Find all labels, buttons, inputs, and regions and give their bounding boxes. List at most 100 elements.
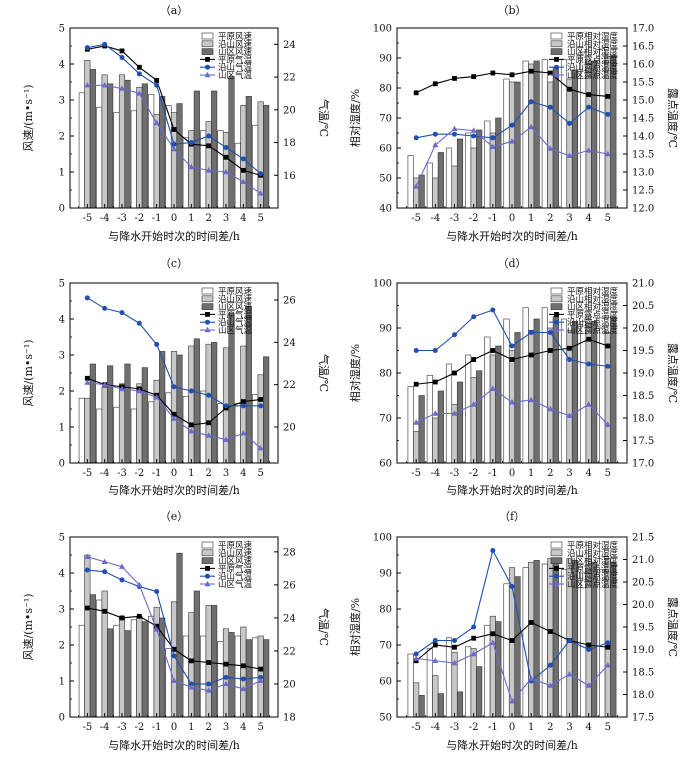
y-tick-label: 60	[379, 677, 392, 688]
line-point-2-7	[188, 388, 194, 394]
bar-2-1	[413, 682, 420, 718]
y2-axis-ticks: 17.5 18.0 18.5 19.0 19.5 20.0 20.5 21.0 21.5	[623, 533, 654, 724]
bar-3-1	[89, 363, 96, 464]
bar-1-8	[541, 59, 548, 209]
x-tick-label: 5	[257, 213, 263, 224]
y-tick-label: 90	[379, 324, 392, 335]
bar-1-5	[148, 615, 155, 718]
legend-label-6: 山区露点温度	[567, 579, 619, 590]
line-point-2-4	[136, 71, 142, 77]
y-tick-label: 60	[379, 459, 392, 470]
bar-1-10	[234, 142, 241, 209]
line-point-2-11	[605, 363, 611, 369]
y-tick-label: 1	[59, 677, 65, 688]
line-point-3-10	[240, 178, 247, 185]
bar-3-2	[437, 390, 444, 464]
bar-2-4	[470, 648, 477, 718]
y-tick-label: 4	[59, 569, 65, 580]
bar-3-9	[228, 313, 235, 464]
legend-swatch-3	[550, 48, 563, 55]
line-point-2-9	[223, 674, 229, 680]
bar-3-7	[193, 338, 200, 464]
x-tick-label: -2	[134, 468, 144, 479]
line-point-3-8	[205, 432, 212, 438]
bar-2-5	[153, 379, 160, 464]
bar-1-11	[252, 394, 259, 464]
y-tick-label: 5	[59, 24, 65, 35]
y2-tick-label: 14.5	[632, 114, 654, 125]
line-point-3-9	[223, 168, 229, 175]
legend-label-4: 平原气温	[218, 309, 253, 320]
bar-2-1	[84, 397, 91, 464]
y2-tick-label: 20	[283, 423, 296, 434]
bar-3-4	[476, 370, 483, 464]
y-tick-label: 80	[379, 369, 392, 380]
bar-3-2	[107, 365, 114, 464]
bar-2-10	[585, 63, 592, 209]
line-point-3-1	[413, 183, 420, 189]
line-point-1-7	[528, 620, 534, 625]
circle-marker-icon	[205, 64, 210, 70]
x-tick-label: -1	[488, 213, 498, 224]
x-tick-label: 3	[223, 722, 229, 733]
legend-label-3: 山区相对湿度	[567, 556, 619, 567]
bar-1-8	[200, 635, 207, 718]
triangle-marker-icon	[204, 580, 211, 587]
line-point-1-10	[240, 399, 246, 404]
line-point-2-3	[119, 54, 125, 60]
x-tick-label: 4	[585, 468, 591, 479]
legend-label-1: 平原相对湿度	[567, 286, 619, 297]
y2-axis-title: 气温/℃	[317, 354, 331, 392]
x-tick-label: -2	[469, 213, 479, 224]
line-point-3-5	[153, 119, 160, 126]
bar-1-3	[113, 406, 120, 464]
panel-label: （d）	[497, 257, 526, 270]
y2-tick-label: 20.5	[632, 578, 654, 589]
bar-1-3	[445, 147, 453, 209]
x-tick-label: 1	[528, 468, 534, 479]
bar-2-8	[547, 81, 554, 209]
line-point-1-8	[547, 629, 553, 634]
x-tick-label: 4	[240, 722, 246, 733]
x-tick-label: 3	[223, 213, 229, 224]
bar-2-6	[170, 112, 178, 209]
panel-label: （a）	[160, 4, 189, 17]
x-tick-label: -3	[450, 468, 460, 479]
x-tick-label: 2	[205, 468, 211, 479]
line-point-1-7	[528, 68, 534, 74]
panel-e: （e）-5 -4 -3 -2 -1 0 1 2 3 4 5012345182022242628与降水…	[22, 510, 331, 752]
bar-3-2	[437, 693, 444, 718]
bar-3-4	[476, 666, 483, 718]
bar-3-3	[456, 381, 464, 464]
panel-label: （f）	[499, 510, 525, 523]
line-point-2-4	[471, 314, 477, 320]
line-point-3-4	[136, 387, 143, 394]
circle-marker-icon	[554, 64, 559, 70]
legend-swatch-1	[201, 287, 214, 295]
x-tick-label: -1	[152, 213, 162, 224]
y2-tick-label: 19.5	[632, 346, 654, 357]
legend-label-6: 山区气温	[218, 579, 253, 590]
line-point-3-2	[101, 82, 108, 88]
x-tick-label: 2	[547, 722, 553, 733]
x-axis-title: 与降水开始时次的时间差/h	[446, 483, 578, 497]
x-axis-title: 与降水开始时次的时间差/h	[446, 738, 578, 752]
y-tick-label: 70	[379, 414, 392, 425]
line-point-3-11	[257, 444, 264, 451]
x-tick-label: 0	[171, 213, 177, 224]
line-point-3-10	[585, 147, 592, 153]
x-tick-label: 3	[223, 468, 229, 479]
y2-tick-label: 26	[283, 295, 296, 306]
bar-1-11	[599, 327, 606, 464]
bar-3-9	[228, 632, 235, 718]
y2-tick-label: 20	[283, 105, 296, 116]
x-tick-label: 0	[509, 213, 515, 224]
bar-3-9	[228, 76, 235, 209]
line-point-3-2	[101, 558, 108, 564]
bar-2-1	[413, 431, 420, 464]
bar-2-6	[508, 81, 516, 209]
bar-2-2	[432, 417, 439, 464]
panel-c: （c）-5 -4 -3 -2 -1 0 1 2 3 4 501234520222426与降水开始时次…	[22, 257, 331, 497]
line-point-3-2	[101, 381, 108, 387]
